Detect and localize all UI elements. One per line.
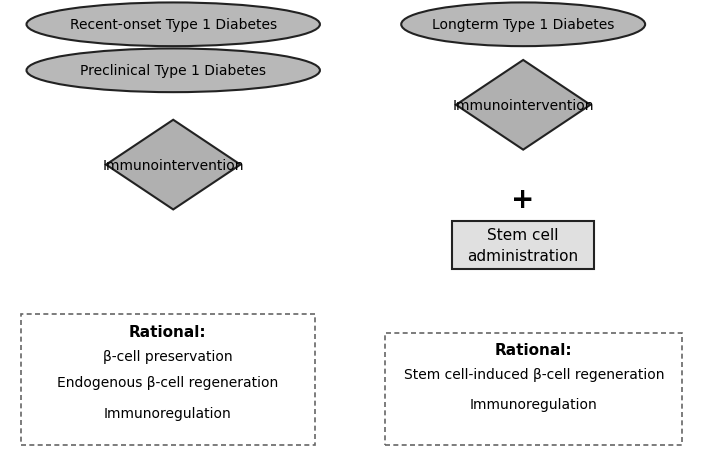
Text: Immunointervention: Immunointervention: [103, 158, 244, 172]
Bar: [385, 333, 682, 445]
Text: Rational:: Rational:: [495, 343, 573, 358]
Bar: [452, 221, 594, 269]
Text: Endogenous β-cell regeneration: Endogenous β-cell regeneration: [57, 375, 279, 389]
Text: Immunointervention: Immunointervention: [452, 99, 594, 112]
Text: Recent-onset Type 1 Diabetes: Recent-onset Type 1 Diabetes: [70, 18, 276, 32]
Ellipse shape: [27, 3, 320, 47]
Text: Rational:: Rational:: [129, 325, 206, 339]
Text: Immunoregulation: Immunoregulation: [104, 406, 232, 420]
Text: Preclinical Type 1 Diabetes: Preclinical Type 1 Diabetes: [80, 64, 267, 78]
Polygon shape: [106, 120, 240, 210]
Text: Longterm Type 1 Diabetes: Longterm Type 1 Diabetes: [432, 18, 614, 32]
Text: +: +: [511, 186, 535, 213]
Polygon shape: [456, 61, 590, 150]
Bar: [21, 314, 315, 445]
Ellipse shape: [402, 3, 645, 47]
Text: Stem cell
administration: Stem cell administration: [467, 228, 579, 263]
Text: Stem cell-induced β-cell regeneration: Stem cell-induced β-cell regeneration: [404, 367, 664, 381]
Text: β-cell preservation: β-cell preservation: [103, 349, 233, 363]
Text: Immunoregulation: Immunoregulation: [470, 397, 597, 411]
Ellipse shape: [27, 49, 320, 93]
